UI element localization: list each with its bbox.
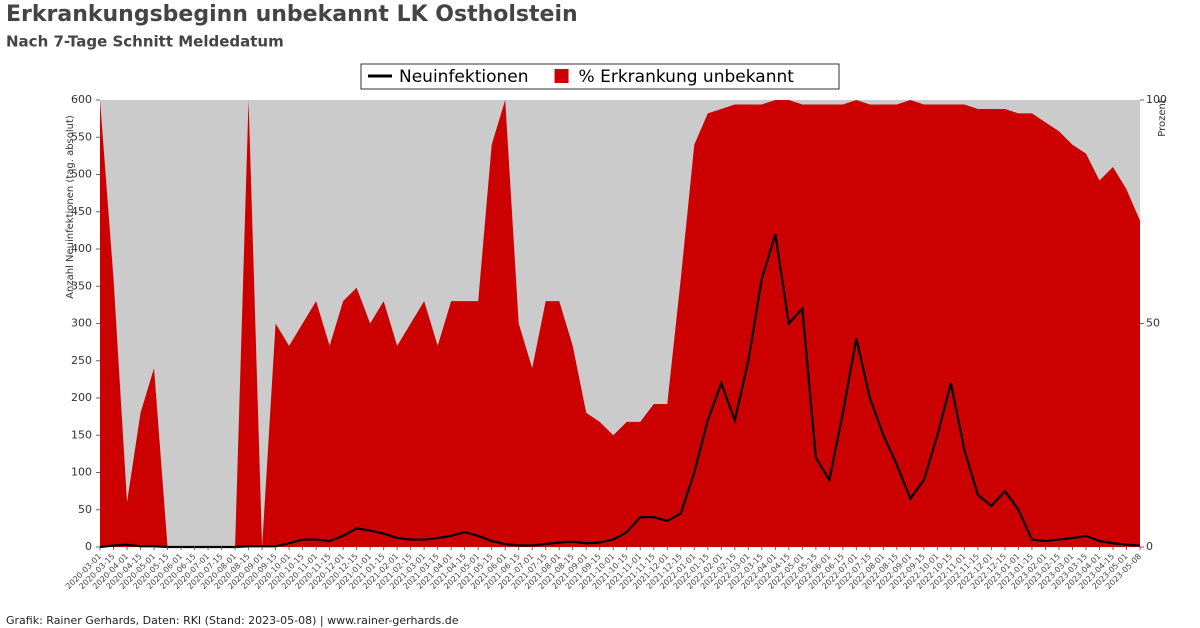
y-axis-label: Anzahl Neuinfektionen (tag. absolut) [65,115,76,299]
y-tick-label: 150 [71,428,92,441]
y-tick-label: 350 [71,279,92,292]
legend-swatch [554,69,569,83]
legend: Neuinfektionen % Erkrankung unbekannt [360,63,840,90]
y-tick-label: 600 [71,93,92,106]
legend-label: % Erkrankung unbekannt [579,67,795,87]
y-tick-label: 250 [71,354,92,367]
legend-box [360,63,840,90]
y-tick-label: 0 [85,540,92,553]
chart-subtitle: Nach 7-Tage Schnitt Meldedatum [6,33,284,51]
source-note: Grafik: Rainer Gerhards, Daten: RKI (Sta… [6,614,459,627]
y-tick-label: 100 [71,466,92,479]
y-tick-label: 500 [71,168,92,181]
area [100,100,1140,547]
chart-title: Erkrankungsbeginn unbekannt LK Ostholste… [6,2,578,27]
y-tick-label: 550 [71,130,92,143]
y-tick-label: 200 [71,391,92,404]
line [99,233,1141,549]
y2-tick-label: 0 [1146,540,1153,553]
y2-tick-label: 100 [1146,93,1167,106]
y-tick-label: 50 [78,503,92,516]
y2-axis-label: Prozent [1157,99,1168,137]
y2-tick-label: 50 [1146,317,1160,330]
y-tick-label: 400 [71,242,92,255]
legend-label: Neuinfektionen [399,67,529,87]
y-tick-label: 450 [71,205,92,218]
y-tick-label: 300 [71,317,92,330]
